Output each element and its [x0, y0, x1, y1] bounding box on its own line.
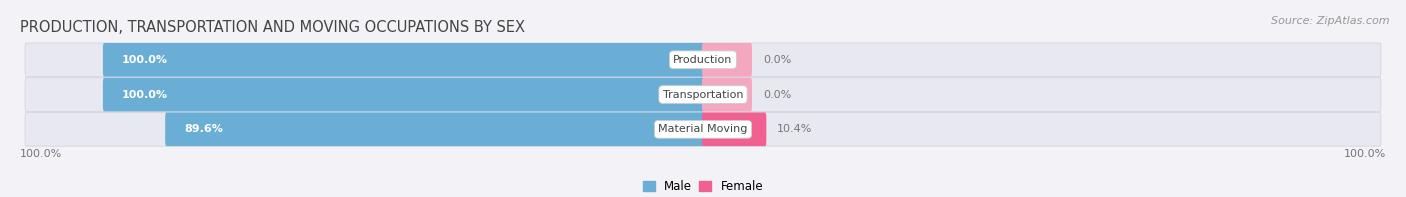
- FancyBboxPatch shape: [702, 43, 752, 77]
- Text: 100.0%: 100.0%: [20, 150, 62, 160]
- Text: Material Moving: Material Moving: [658, 124, 748, 134]
- Text: 10.4%: 10.4%: [778, 124, 813, 134]
- FancyBboxPatch shape: [25, 78, 1381, 111]
- FancyBboxPatch shape: [702, 78, 752, 111]
- Text: 0.0%: 0.0%: [763, 90, 792, 99]
- FancyBboxPatch shape: [103, 78, 704, 111]
- Text: Source: ZipAtlas.com: Source: ZipAtlas.com: [1271, 16, 1389, 26]
- FancyBboxPatch shape: [165, 112, 704, 146]
- Text: PRODUCTION, TRANSPORTATION AND MOVING OCCUPATIONS BY SEX: PRODUCTION, TRANSPORTATION AND MOVING OC…: [20, 20, 524, 35]
- Text: Production: Production: [673, 55, 733, 65]
- FancyBboxPatch shape: [103, 43, 704, 77]
- Text: Transportation: Transportation: [662, 90, 744, 99]
- FancyBboxPatch shape: [25, 43, 1381, 77]
- FancyBboxPatch shape: [702, 112, 766, 146]
- Text: 100.0%: 100.0%: [122, 55, 167, 65]
- Text: 89.6%: 89.6%: [184, 124, 224, 134]
- Text: 0.0%: 0.0%: [763, 55, 792, 65]
- FancyBboxPatch shape: [25, 112, 1381, 146]
- Legend: Male, Female: Male, Female: [638, 175, 768, 197]
- Text: 100.0%: 100.0%: [122, 90, 167, 99]
- Text: 100.0%: 100.0%: [1344, 150, 1386, 160]
